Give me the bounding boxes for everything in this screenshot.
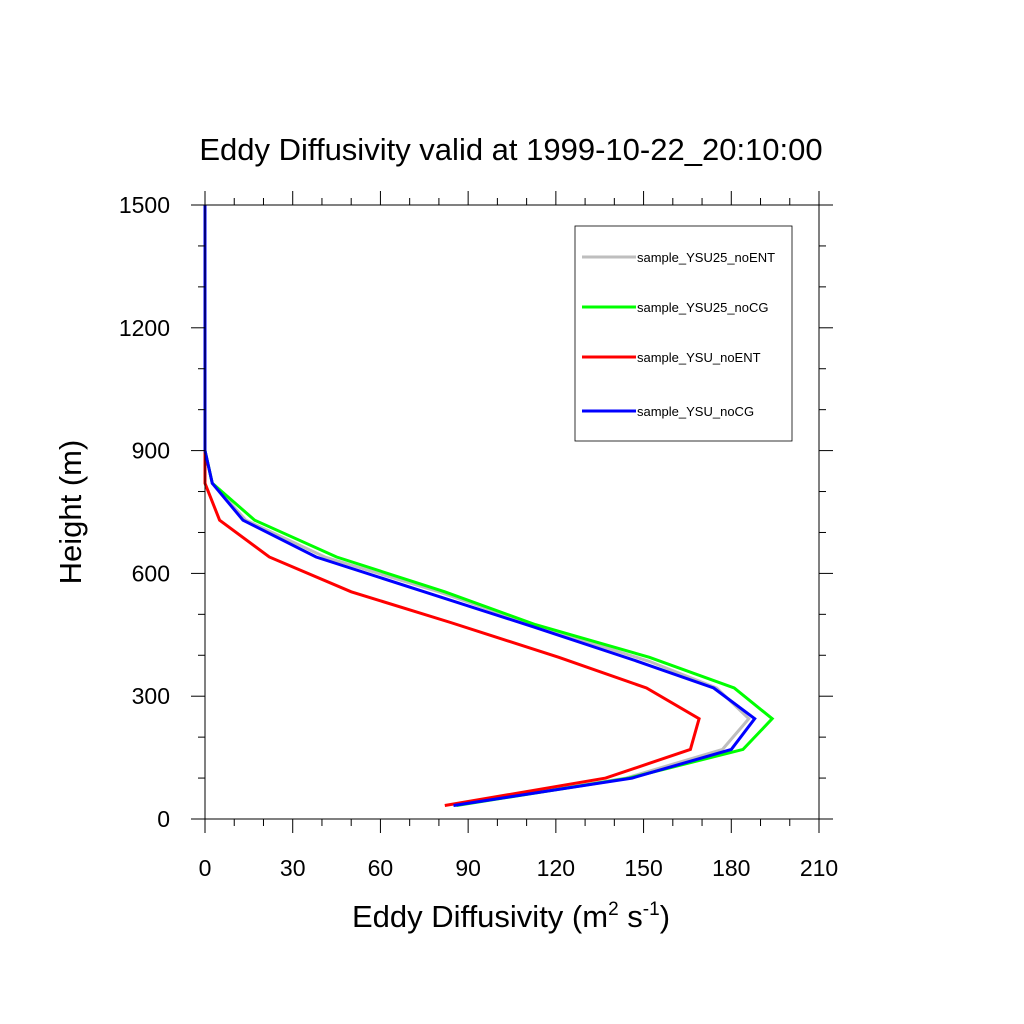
x-axis-label-mid: s [619, 899, 643, 934]
series-line-3 [203, 205, 757, 807]
y-tick-label-0: 0 [157, 806, 170, 832]
x-tick-label-0: 0 [199, 855, 212, 881]
legend: sample_YSU25_noENT sample_YSU25_noCGsampl… [574, 225, 793, 442]
x-axis-label-sup2: -1 [643, 899, 660, 920]
chart-title: Eddy Diffusivity valid at 1999-10-22_20:… [199, 132, 822, 167]
x-tick-label-5: 150 [624, 855, 662, 881]
x-tick-label-3: 90 [455, 855, 481, 881]
x-tick-label-1: 30 [280, 855, 306, 881]
legend-label-3: sample_YSU_noCG [637, 404, 754, 419]
plot-area [204, 204, 820, 820]
legend-label-0: sample_YSU25_noENT [637, 250, 775, 265]
x-tick-label-4: 120 [537, 855, 575, 881]
ticks-layer: 0 30 60 90 120 150 180 210 0 300 600 900 1200 1500 [119, 191, 838, 881]
y-tick-label-1: 300 [132, 683, 170, 709]
x-tick-label-7: 210 [800, 855, 838, 881]
x-axis-label-end: ) [660, 899, 670, 934]
legend-label-1: sample_YSU25_noCG [637, 300, 769, 315]
legend-label-2: sample_YSU_noENT [637, 350, 761, 365]
y-tick-label-4: 1200 [119, 315, 170, 341]
y-tick-label-3: 900 [132, 438, 170, 464]
x-axis-label: Eddy Diffusivity (m2 s-1) [352, 899, 670, 934]
x-axis-label-sup1: 2 [608, 899, 619, 920]
legend-box [574, 225, 793, 442]
legend-items: sample_YSU25_noENT sample_YSU25_noCGsampl… [582, 250, 775, 419]
y-tick-label-5: 1500 [119, 192, 170, 218]
y-axis-label: Height (m) [53, 440, 88, 585]
x-tick-label-2: 60 [368, 855, 394, 881]
x-tick-label-6: 180 [712, 855, 750, 881]
y-tick-label-2: 600 [132, 560, 170, 586]
x-axis-label-base: Eddy Diffusivity (m [352, 899, 608, 934]
series-layer [203, 205, 775, 807]
